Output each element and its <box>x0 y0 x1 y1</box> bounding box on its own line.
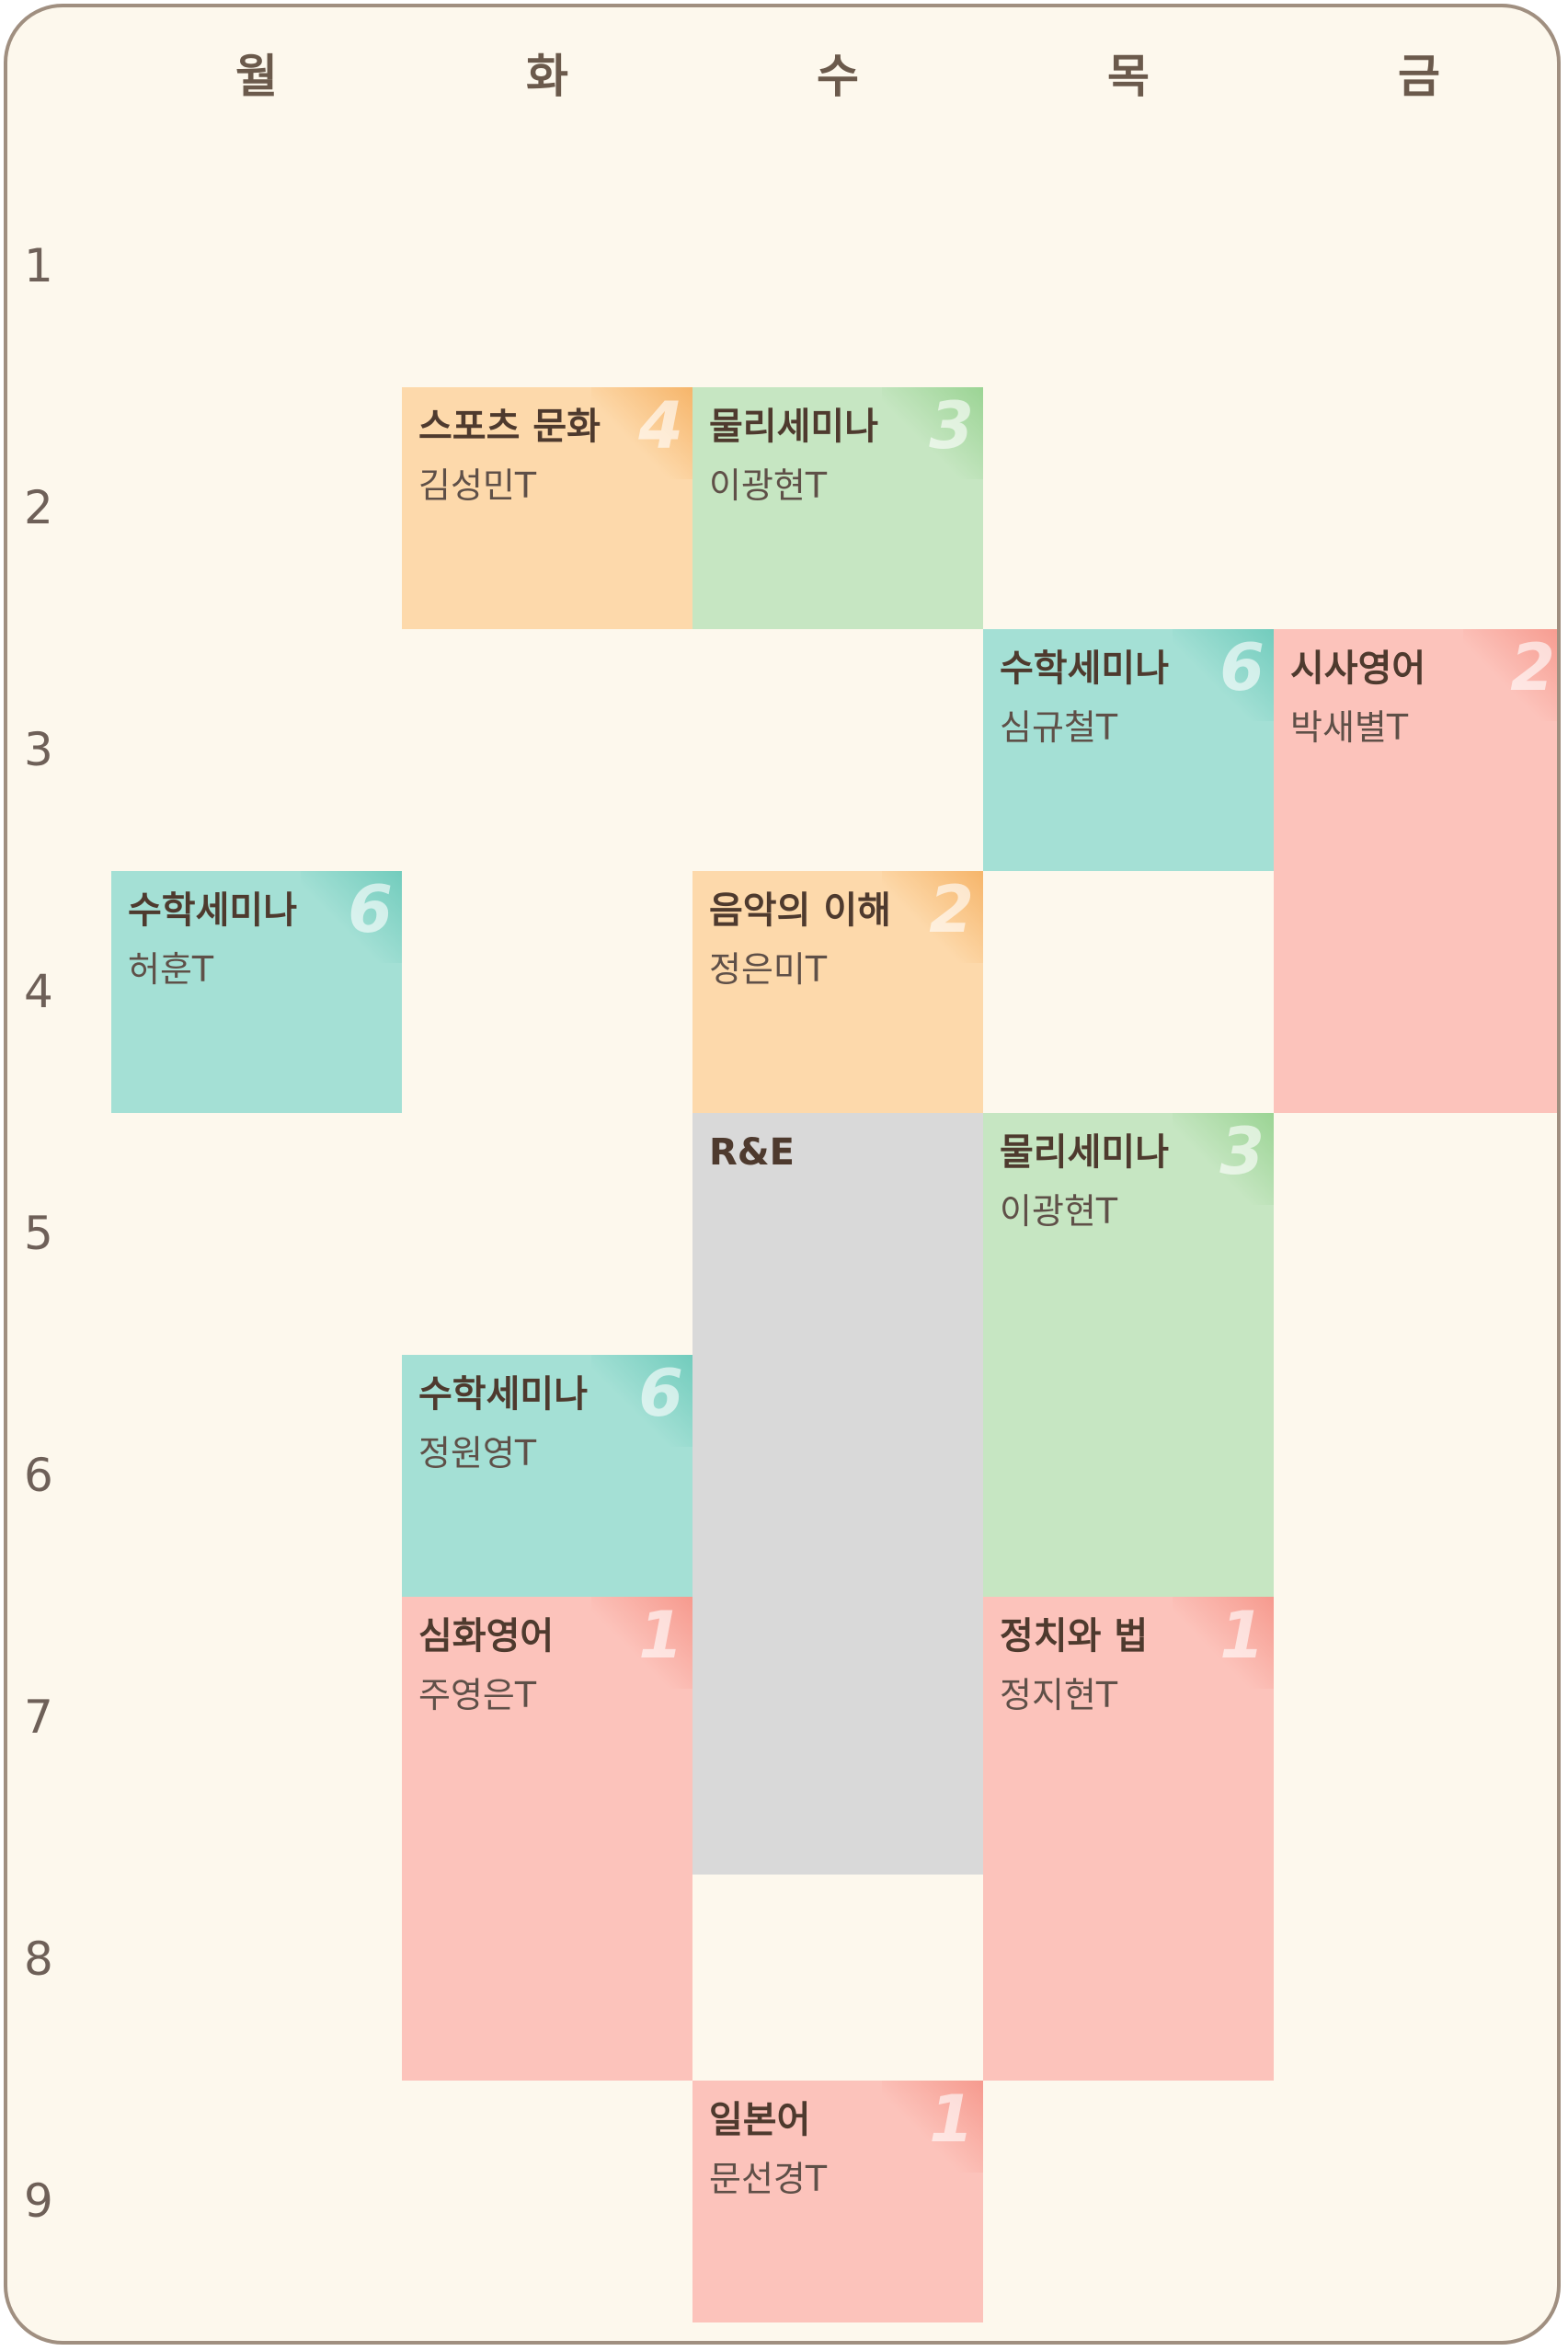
class-subject: 음악의 이해 <box>709 889 891 932</box>
day-header: 목 <box>1107 50 1150 103</box>
class-number-badge: 6 <box>1219 630 1265 705</box>
period-label: 1 <box>24 239 53 292</box>
class-block-corner-accent <box>1173 1113 1274 1205</box>
class-subject: R&E <box>709 1131 795 1174</box>
period-label: 2 <box>24 481 53 534</box>
class-teacher: 박새별T <box>1290 707 1409 748</box>
period-label: 5 <box>24 1207 53 1260</box>
class-block-corner-accent <box>1463 629 1557 721</box>
class-teacher: 이광현T <box>1000 1191 1118 1232</box>
class-subject: 시사영어 <box>1290 648 1426 690</box>
class-teacher: 주영은T <box>418 1675 537 1715</box>
day-header: 월 <box>235 50 278 103</box>
class-teacher: 정원영T <box>418 1433 537 1474</box>
class-subject: 수학세미나 <box>418 1373 588 1416</box>
class-block-corner-accent <box>301 871 402 963</box>
class-teacher: 정지현T <box>1000 1675 1118 1715</box>
class-number-badge: 2 <box>929 872 974 947</box>
class-number-badge: 1 <box>638 1598 683 1673</box>
class-block[interactable]: R&E <box>692 1113 983 1875</box>
class-number-badge: 6 <box>348 872 393 947</box>
class-block-corner-accent <box>882 2081 983 2173</box>
class-teacher: 심규철T <box>1000 707 1118 748</box>
period-label: 4 <box>24 965 53 1018</box>
class-subject: 정치와 법 <box>1000 1615 1149 1657</box>
class-block-corner-accent <box>1173 1597 1274 1689</box>
class-subject: 스포츠 문화 <box>418 406 601 448</box>
class-subject: 심화영어 <box>418 1615 555 1657</box>
class-subject: 물리세미나 <box>709 406 878 448</box>
class-subject: 수학세미나 <box>128 889 297 932</box>
day-header: 화 <box>526 50 568 103</box>
class-block-corner-accent <box>591 387 692 479</box>
period-label: 6 <box>24 1449 53 1502</box>
class-block-corner-accent <box>591 1597 692 1689</box>
class-number-badge: 3 <box>929 388 974 464</box>
period-label: 3 <box>24 723 53 776</box>
day-header: 금 <box>1398 50 1440 103</box>
class-teacher: 김성민T <box>418 465 537 506</box>
class-number-badge: 2 <box>1510 630 1555 705</box>
class-block-corner-accent <box>882 871 983 963</box>
class-number-badge: 1 <box>929 2081 974 2157</box>
class-subject: 수학세미나 <box>1000 648 1169 690</box>
class-teacher: 문선경T <box>709 2159 828 2199</box>
class-subject: 물리세미나 <box>1000 1131 1169 1174</box>
class-teacher: 정은미T <box>709 949 828 990</box>
period-label: 8 <box>24 1932 53 1986</box>
day-header: 수 <box>817 50 859 103</box>
class-subject: 일본어 <box>709 2099 811 2141</box>
class-teacher: 허훈T <box>128 949 214 990</box>
period-label: 7 <box>24 1691 53 1744</box>
class-number-badge: 6 <box>638 1356 683 1431</box>
class-number-badge: 3 <box>1219 1114 1265 1189</box>
class-block-corner-accent <box>882 387 983 479</box>
class-block-corner-accent <box>1173 629 1274 721</box>
class-teacher: 이광현T <box>709 465 828 506</box>
class-number-badge: 4 <box>638 388 683 464</box>
class-number-badge: 1 <box>1219 1598 1265 1673</box>
class-block-corner-accent <box>591 1355 692 1447</box>
period-label: 9 <box>24 2174 53 2228</box>
